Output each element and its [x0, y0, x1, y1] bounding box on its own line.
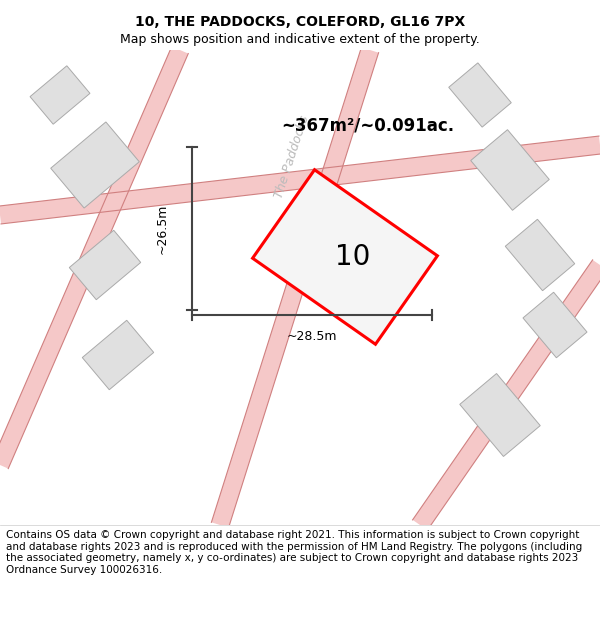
Polygon shape: [30, 66, 90, 124]
Polygon shape: [460, 374, 540, 456]
Polygon shape: [523, 292, 587, 357]
Polygon shape: [413, 260, 600, 530]
Polygon shape: [0, 136, 600, 224]
Polygon shape: [51, 122, 139, 208]
Text: ~26.5m: ~26.5m: [155, 203, 169, 254]
Text: Contains OS data © Crown copyright and database right 2021. This information is : Contains OS data © Crown copyright and d…: [6, 530, 582, 575]
Polygon shape: [0, 46, 188, 469]
Text: 10: 10: [335, 243, 371, 271]
Polygon shape: [253, 170, 437, 344]
Text: ~28.5m: ~28.5m: [287, 331, 337, 344]
Polygon shape: [449, 63, 511, 127]
Text: ~367m²/~0.091ac.: ~367m²/~0.091ac.: [281, 116, 455, 134]
Text: Map shows position and indicative extent of the property.: Map shows position and indicative extent…: [120, 32, 480, 46]
Polygon shape: [211, 48, 379, 528]
Text: 10, THE PADDOCKS, COLEFORD, GL16 7PX: 10, THE PADDOCKS, COLEFORD, GL16 7PX: [135, 15, 465, 29]
Polygon shape: [69, 230, 141, 300]
Polygon shape: [82, 320, 154, 390]
Text: The Paddocks: The Paddocks: [272, 114, 311, 200]
Polygon shape: [471, 129, 549, 211]
Polygon shape: [505, 219, 575, 291]
